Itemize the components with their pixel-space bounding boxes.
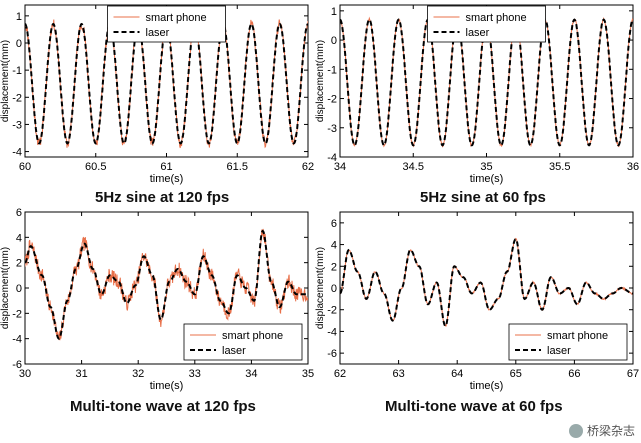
- x-tick-label: 63: [392, 368, 404, 380]
- x-tick-label: 31: [75, 368, 87, 380]
- wechat-logo-icon: [568, 423, 583, 438]
- y-tick-label: -6: [327, 348, 337, 360]
- legend-entry: laser: [466, 27, 490, 39]
- series-laser-line: [340, 237, 633, 328]
- series-laser-line: [340, 18, 633, 147]
- x-tick-label: 65: [510, 368, 522, 380]
- y-tick-label: 0: [331, 283, 337, 295]
- y-tick-label: -2: [12, 92, 22, 104]
- y-tick-label: 1: [331, 6, 337, 18]
- y-tick-label: 0: [331, 35, 337, 47]
- x-tick-label: 60.5: [85, 161, 106, 173]
- y-axis-label: displacement(mm): [0, 40, 11, 122]
- legend: smart phone laser: [508, 323, 628, 361]
- series-group: [340, 237, 633, 328]
- y-axis-label: displacement(mm): [315, 247, 326, 329]
- legend-entry: smart phone: [466, 12, 527, 24]
- y-tick-label: 4: [331, 240, 337, 252]
- y-tick-label: 0: [16, 283, 22, 295]
- y-tick-label: 4: [16, 232, 22, 244]
- y-tick-label: -2: [12, 308, 22, 320]
- legend-box: [183, 323, 303, 361]
- caption-top-right: 5Hz sine at 60 fps: [420, 189, 546, 206]
- y-tick-label: -3: [327, 123, 337, 135]
- x-tick-label: 35: [480, 161, 492, 173]
- legend-entry: laser: [222, 345, 246, 357]
- y-tick-label: -4: [327, 152, 337, 164]
- y-axis-label: displacement(mm): [0, 247, 11, 329]
- x-tick-label: 36: [627, 161, 639, 173]
- x-tick-label: 35: [302, 368, 314, 380]
- y-tick-label: 2: [16, 258, 22, 270]
- x-tick-label: 66: [568, 368, 580, 380]
- x-tick-label: 33: [189, 368, 201, 380]
- y-tick-label: -3: [12, 119, 22, 131]
- caption-bottom-right: Multi-tone wave at 60 fps: [385, 398, 563, 415]
- legend-entry: smart phone: [222, 330, 283, 342]
- y-tick-label: 2: [331, 261, 337, 273]
- y-tick-label: -2: [327, 305, 337, 317]
- y-tick-label: -4: [327, 326, 337, 338]
- series-group: [25, 228, 308, 341]
- caption-top-left: 5Hz sine at 120 fps: [95, 189, 230, 206]
- legend-entry: smart phone: [547, 330, 608, 342]
- chart-3: 62 63 64 65 66 67 -6 -4 -2 0 2 4 6 time(s) displacemen…: [315, 211, 639, 392]
- chart-1: 34 34.5 35 35.5 36 -4 -3 -2 -1 0 1 time(s) displacem…: [315, 4, 639, 185]
- legend-box: [508, 323, 628, 361]
- y-tick-label: -1: [327, 64, 337, 76]
- legend-entry: smart phone: [146, 12, 207, 24]
- chart-2: 30 31 32 33 34 35 -6 -4 -2 0 2 4 6 time(s) displacemen…: [0, 207, 314, 392]
- y-tick-label: 6: [16, 207, 22, 219]
- watermark: 桥梁杂志: [568, 422, 635, 439]
- y-tick-label: -6: [12, 359, 22, 371]
- x-tick-label: 34: [334, 161, 346, 173]
- x-tick-label: 60: [19, 161, 31, 173]
- x-tick-label: 34.5: [403, 161, 424, 173]
- y-axis-label: displacement(mm): [315, 40, 326, 122]
- y-tick-label: 1: [16, 11, 22, 23]
- legend: smart phone laser: [107, 5, 226, 43]
- y-tick-label: -1: [12, 65, 22, 77]
- x-axis-label: time(s): [150, 173, 184, 185]
- legend: smart phone laser: [183, 323, 303, 361]
- chart-0: 60 60.5 61 61.5 62 -4 -3 -2 -1 0 1 time(s) displacem…: [0, 4, 314, 185]
- x-axis-label: time(s): [470, 380, 504, 392]
- x-tick-label: 32: [132, 368, 144, 380]
- legend-entry: laser: [146, 27, 170, 39]
- caption-bottom-left: Multi-tone wave at 120 fps: [70, 398, 256, 415]
- x-tick-label: 35.5: [549, 161, 570, 173]
- y-tick-label: -2: [327, 94, 337, 106]
- legend-box: [107, 5, 226, 43]
- series-laser-line: [25, 229, 308, 340]
- legend-box: [427, 5, 546, 43]
- x-tick-label: 30: [19, 368, 31, 380]
- x-axis-label: time(s): [150, 380, 184, 392]
- x-tick-label: 34: [245, 368, 257, 380]
- y-tick-label: 6: [331, 218, 337, 230]
- y-tick-label: 0: [16, 38, 22, 50]
- x-tick-label: 61: [160, 161, 172, 173]
- legend-entry: laser: [547, 345, 571, 357]
- x-tick-label: 62: [334, 368, 346, 380]
- x-tick-label: 67: [627, 368, 639, 380]
- legend: smart phone laser: [427, 5, 546, 43]
- x-tick-label: 64: [451, 368, 463, 380]
- x-tick-label: 62: [302, 161, 314, 173]
- y-tick-label: -4: [12, 334, 22, 346]
- y-tick-label: -4: [12, 147, 22, 159]
- x-tick-label: 61.5: [227, 161, 248, 173]
- x-axis-label: time(s): [470, 173, 504, 185]
- series-smart-phone-line: [25, 228, 308, 341]
- watermark-text: 桥梁杂志: [586, 424, 635, 438]
